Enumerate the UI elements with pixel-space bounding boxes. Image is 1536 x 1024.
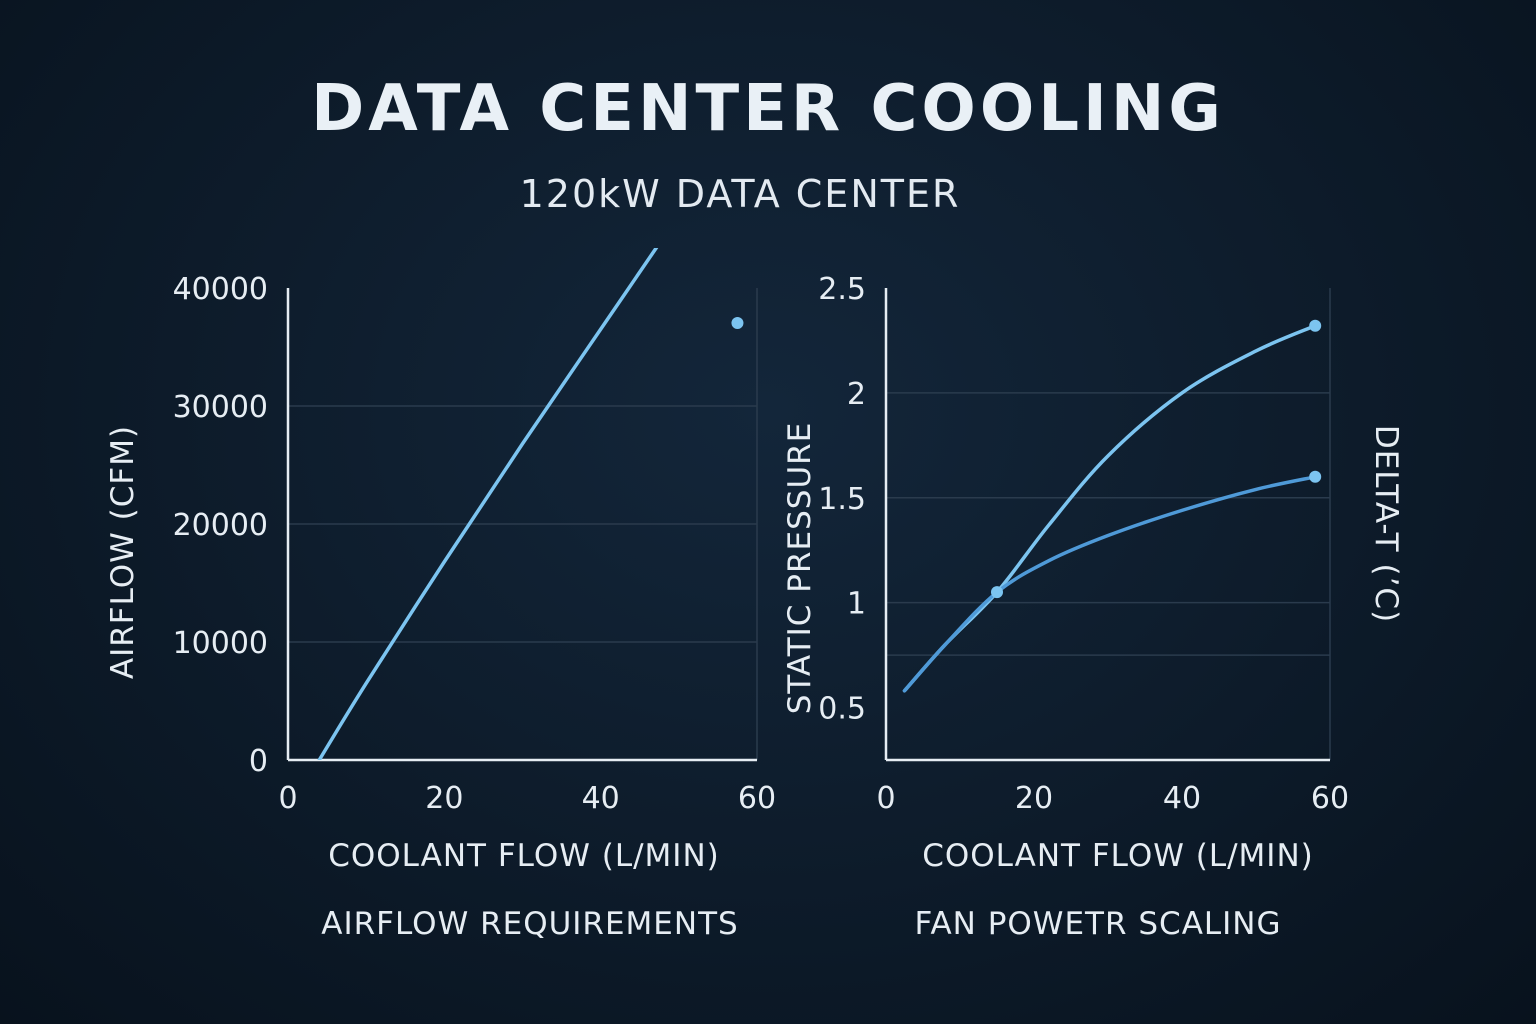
page-title: DATA CENTER COOLING: [311, 72, 1225, 146]
x-axis-label: COOLANT FLOW (L/MIN): [922, 838, 1314, 874]
series-group: [317, 248, 659, 760]
x-tick-label: 20: [1015, 781, 1053, 816]
y-tick-label: 2.5: [818, 272, 866, 307]
chart-caption: AIRFLOW REQUIREMENTS: [321, 906, 738, 942]
data-point-marker: [731, 317, 744, 329]
series-line: [317, 248, 659, 760]
x-axis-label: COOLANT FLOW (L/MIN): [328, 838, 720, 874]
y-tick-label: 20000: [173, 508, 268, 543]
y-tick-label: 1: [847, 587, 866, 622]
x-tick-label: 0: [876, 781, 895, 816]
x-tick-label: 60: [1311, 781, 1349, 816]
y-tick-label: 30000: [173, 390, 268, 425]
page-subtitle: 120kW DATA CENTER: [519, 172, 961, 216]
x-tick-label: 0: [278, 781, 297, 816]
series-line: [902, 324, 1317, 693]
fan-power-chart: 0 20 40 60 0.5 1 1.5 2 2.5 COOLANT FLOW (L/MIN) ST…: [782, 272, 1404, 942]
x-tick-label: 40: [1163, 781, 1201, 816]
data-point-marker: [1309, 470, 1322, 483]
y-tick-label: 10000: [173, 626, 268, 661]
y-tick-label: 40000: [173, 272, 268, 307]
chart-caption: FAN POWETR SCALING: [914, 906, 1281, 942]
data-point-marker: [1309, 319, 1322, 332]
series-line: [902, 475, 1317, 693]
x-tick-label: 60: [738, 781, 776, 816]
y-axis-label: AIRFLOW (CFM): [105, 425, 141, 679]
y-axis-label-right: DELTA-T (’C): [1368, 425, 1404, 623]
data-point-marker: [991, 586, 1003, 599]
y-tick-label: 1.5: [818, 482, 866, 517]
series-group: [902, 324, 1317, 693]
x-tick-label: 40: [582, 781, 620, 816]
airflow-chart: 0 20 40 60 0 10000 20000 30000 40000 COOLANT FLOW…: [105, 248, 776, 942]
y-tick-label: 0: [249, 744, 268, 779]
y-tick-label: 2: [847, 377, 866, 412]
y-tick-label: 0.5: [818, 692, 866, 727]
x-tick-label: 20: [425, 781, 463, 816]
y-axis-label: STATIC PRESSURE: [782, 422, 818, 715]
